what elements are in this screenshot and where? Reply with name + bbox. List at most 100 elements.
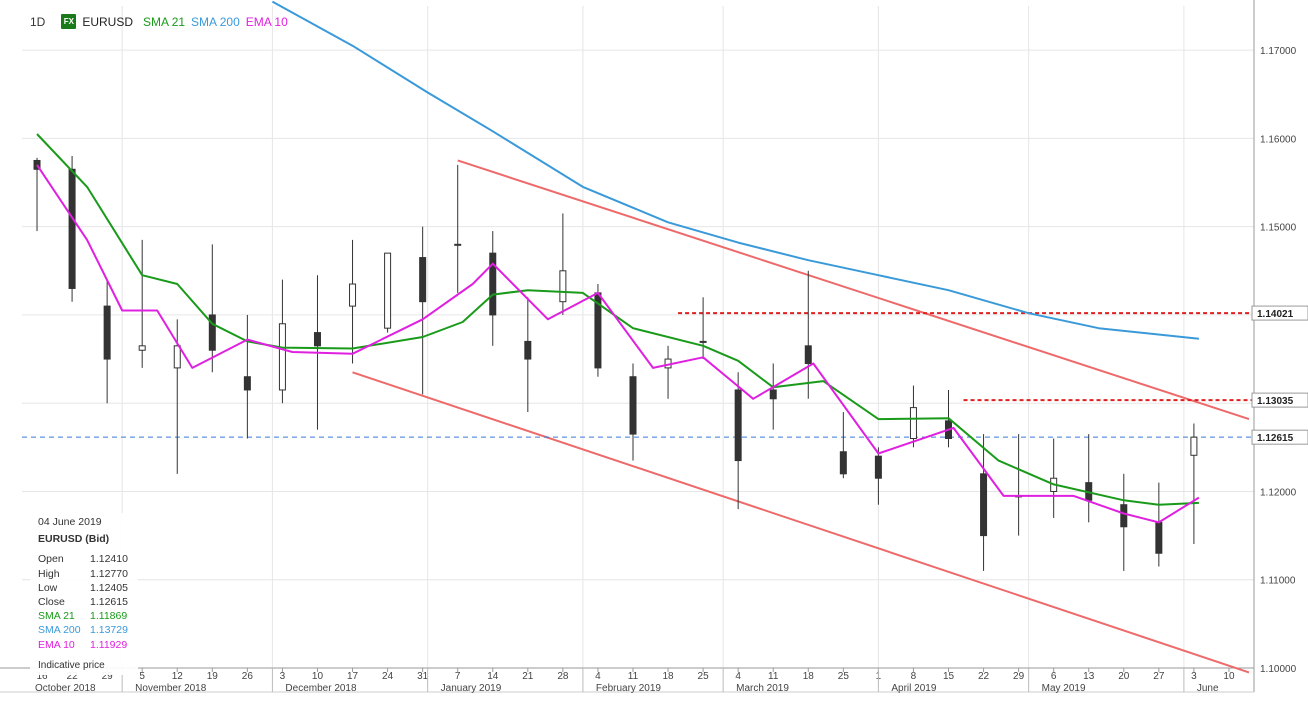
month-label: December 2018 (285, 683, 357, 694)
info-value: 1.13729 (90, 624, 128, 637)
x-tick-label: 29 (1013, 671, 1025, 682)
y-tick-label: 1.10000 (1260, 664, 1297, 675)
x-tick-label: 13 (1083, 671, 1095, 682)
x-tick-label: 18 (803, 671, 815, 682)
candle-body[interactable] (874, 455, 882, 479)
candle-body[interactable] (349, 283, 357, 307)
x-tick-label: 10 (1223, 671, 1235, 682)
indicator-label-sma21[interactable]: SMA 21 (143, 14, 186, 29)
candle-body[interactable] (278, 323, 286, 391)
x-tick-label: 29 (102, 671, 114, 682)
month-label: February 2019 (596, 683, 661, 694)
info-row-sma21: SMA 21 1.11869 (30, 609, 138, 623)
month-label: June (1197, 683, 1219, 694)
info-label: SMA 21 (38, 610, 75, 623)
series-line-sma21[interactable] (36, 133, 1199, 506)
candle-body[interactable] (699, 340, 707, 343)
candle-body[interactable] (1190, 436, 1198, 456)
price-tag-label: 1.12615 (1257, 433, 1294, 444)
candle-body[interactable] (138, 345, 146, 351)
candle-body[interactable] (68, 168, 76, 289)
x-tick-label: 11 (628, 671, 639, 682)
info-value: 1.12410 (90, 553, 128, 566)
x-tick-label: 4 (735, 671, 741, 682)
price-tag-label: 1.14021 (1257, 309, 1294, 320)
symbol-label[interactable]: EURUSD (82, 14, 134, 29)
x-tick-label: 19 (207, 671, 219, 682)
candle-body[interactable] (384, 252, 392, 329)
candle-body[interactable] (804, 345, 812, 364)
info-row-sma200: SMA 200 1.13729 (30, 623, 138, 637)
x-tick-label: 27 (1153, 671, 1165, 682)
candle-body[interactable] (559, 270, 567, 303)
y-tick-label: 1.11000 (1260, 576, 1296, 587)
candle-body[interactable] (1155, 521, 1163, 554)
timeframe-label[interactable]: 1D (30, 14, 46, 29)
series-line-sma200[interactable] (271, 0, 1200, 340)
info-value: 1.12615 (90, 596, 128, 609)
price-tag-box (1251, 392, 1308, 408)
candle-body[interactable] (313, 332, 321, 347)
y-tick-label: 1.16000 (1260, 134, 1297, 145)
info-row-high: High 1.12770 (30, 567, 138, 581)
upper-channel-line[interactable] (457, 159, 1250, 421)
x-tick-label: 18 (662, 671, 674, 682)
month-label: March 2019 (736, 683, 789, 694)
candle-body[interactable] (454, 243, 462, 246)
y-tick-label: 1.15000 (1260, 223, 1297, 234)
candle-body[interactable] (980, 473, 988, 537)
price-tag-box (1251, 305, 1308, 321)
month-label: May 2019 (1042, 683, 1086, 694)
info-value: 1.11929 (90, 638, 128, 651)
month-label: November 2018 (135, 683, 207, 694)
x-tick-label: 26 (242, 671, 254, 682)
candle-body[interactable] (629, 376, 637, 435)
info-value: 1.12405 (90, 581, 128, 594)
lower-channel-line[interactable] (352, 371, 1250, 674)
info-label: High (38, 567, 60, 580)
x-tick-label: 25 (698, 671, 710, 682)
info-value: 1.11869 (90, 610, 128, 623)
candle-body[interactable] (489, 252, 497, 316)
x-tick-label: 17 (347, 671, 359, 682)
candle-body[interactable] (734, 389, 742, 462)
y-tick-label: 1.17000 (1260, 46, 1297, 57)
x-tick-label: 22 (67, 671, 79, 682)
candle-body[interactable] (419, 257, 427, 303)
candle-body[interactable] (208, 314, 216, 351)
x-tick-label: 21 (522, 671, 534, 682)
info-row-ema10: EMA 10 1.11929 (30, 638, 138, 652)
x-tick-label: 10 (312, 671, 324, 682)
ohlc-info-panel: 04 June 2019 EURUSD (Bid) Open 1.12410 Hi… (30, 513, 138, 676)
x-tick-label: 8 (911, 671, 917, 682)
candle-body[interactable] (33, 159, 41, 170)
candle-body[interactable] (524, 340, 532, 360)
x-tick-label: 7 (455, 671, 461, 682)
x-tick-label: 14 (487, 671, 499, 682)
candle-body[interactable] (173, 345, 181, 369)
candle-body[interactable] (1120, 504, 1128, 528)
x-tick-label: 31 (417, 671, 429, 682)
candle-body[interactable] (243, 376, 251, 391)
chart-header: 1D FX EURUSD SMA 21 SMA 200 EMA 10 (30, 14, 288, 29)
x-tick-label: 28 (557, 671, 569, 682)
x-tick-label: 11 (768, 671, 779, 682)
candle-body[interactable] (839, 451, 847, 475)
candle-body[interactable] (909, 407, 917, 440)
info-row-low: Low 1.12405 (30, 581, 138, 595)
x-tick-label: 16 (36, 671, 48, 682)
indicator-label-ema10[interactable]: EMA 10 (245, 14, 288, 29)
x-tick-label: 3 (280, 671, 286, 682)
x-tick-label: 25 (838, 671, 850, 682)
candle-body[interactable] (769, 389, 777, 400)
info-label: Close (38, 596, 65, 609)
info-date: 04 June 2019 (38, 516, 102, 528)
info-row-close: Close 1.12615 (30, 595, 138, 609)
indicator-label-sma200[interactable]: SMA 200 (191, 14, 240, 29)
series-line-ema10[interactable] (36, 164, 1200, 524)
info-label: SMA 200 (38, 624, 81, 637)
info-label: Low (38, 581, 58, 594)
candle-body[interactable] (103, 305, 111, 360)
